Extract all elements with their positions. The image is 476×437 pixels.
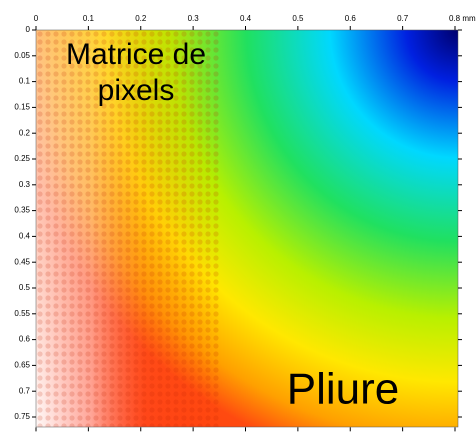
y-tick-label: 0.1	[19, 77, 31, 86]
y-tick-label: 0.3	[19, 180, 31, 189]
y-tick-label: 0.05	[14, 51, 30, 60]
y-tick-label: 0.55	[14, 309, 30, 318]
x-tick-label: 0.4	[240, 14, 252, 23]
y-tick-label: 0.75	[14, 412, 30, 421]
y-tick-label: 0.65	[14, 361, 30, 370]
x-tick-label: 0	[34, 14, 39, 23]
y-tick-label: 0.25	[14, 154, 30, 163]
x-tick-label: 0.3	[188, 14, 200, 23]
y-tick-label: 0.6	[19, 335, 31, 344]
x-tick-label: 0.7	[397, 14, 409, 23]
x-tick-label: 0.6	[345, 14, 357, 23]
x-tick-label: 0.1	[83, 14, 95, 23]
y-tick-label: 0.15	[14, 103, 30, 112]
y-tick-label: 0	[26, 25, 31, 34]
y-tick-label: 0.5	[19, 283, 31, 292]
x-tick-label: 0.5	[292, 14, 304, 23]
y-tick-label: 0.45	[14, 257, 30, 266]
x-tick-label: 0.8 mm	[449, 14, 476, 23]
y-tick-label: 0.35	[14, 206, 30, 215]
annotation: pixels	[98, 74, 175, 107]
y-tick-label: 0.4	[19, 232, 31, 241]
annotation: Matrice de	[66, 38, 206, 71]
heatmap	[35, 29, 459, 428]
annotation: Pliure	[287, 365, 400, 414]
y-tick-label: 0.7	[19, 386, 31, 395]
x-tick-label: 0.2	[135, 14, 147, 23]
y-tick-label: 0.2	[19, 128, 31, 137]
